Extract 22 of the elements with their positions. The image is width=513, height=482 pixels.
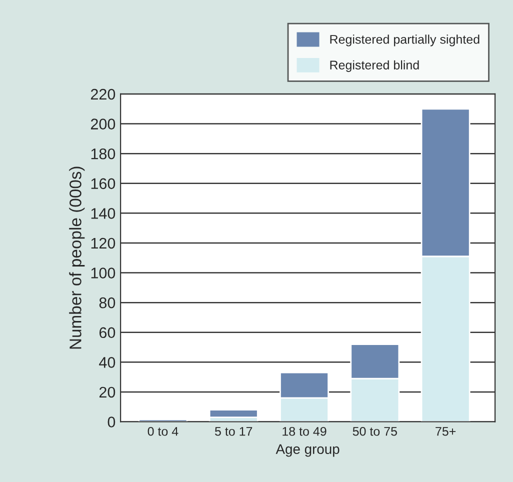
y-tick-label: 220 bbox=[90, 88, 116, 100]
legend-label: Registered partially sighted bbox=[330, 34, 480, 46]
x-tick-label: 75+ bbox=[436, 427, 456, 436]
y-tick-label: 60 bbox=[99, 327, 116, 338]
y-tick-label: 180 bbox=[91, 148, 116, 160]
x-tick-label: 50 to 75 bbox=[352, 426, 397, 436]
x-tick-label: 0 to 4 bbox=[148, 426, 178, 436]
y-tick-label: 200 bbox=[90, 118, 116, 130]
y-tick-label: 0 bbox=[108, 416, 116, 428]
x-tick-label: 5 to 17 bbox=[214, 427, 252, 436]
y-tick-label: 80 bbox=[99, 297, 116, 308]
y-tick-label: 100 bbox=[91, 268, 116, 278]
x-axis-title: Age group bbox=[276, 444, 340, 457]
y-tick-label: 140 bbox=[91, 208, 116, 219]
bar bbox=[208, 409, 258, 418]
y-tick-label: 120 bbox=[91, 238, 116, 249]
legend-label: Registered blind bbox=[330, 60, 419, 72]
x-tick-label: 18 to 49 bbox=[282, 426, 326, 436]
y-axis-title: Number of people (000s) bbox=[69, 166, 85, 349]
y-tick-label: 20 bbox=[99, 386, 116, 398]
y-tick-label: 160 bbox=[91, 178, 116, 190]
y-tick-label: 40 bbox=[99, 357, 116, 368]
